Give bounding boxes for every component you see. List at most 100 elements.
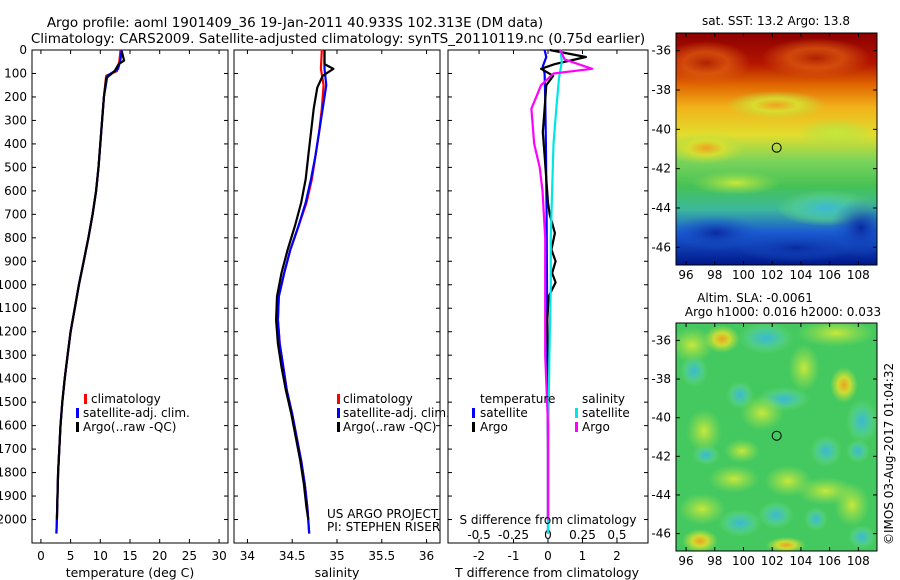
legend-swatch-climatology — [84, 394, 87, 404]
sst-map-lon-label: 100 — [732, 268, 755, 282]
depth-tick-label: 600 — [4, 184, 27, 198]
temperature-x-tick-label: 10 — [93, 549, 108, 563]
difference-s-xlabel: S difference from climatology — [460, 513, 637, 527]
sla-map-lat-label: -46 — [651, 527, 671, 541]
sst-map-lon-label: 104 — [789, 268, 812, 282]
depth-tick-label: 1100 — [0, 301, 27, 315]
legend-swatch-satellite — [337, 408, 340, 418]
sla-map-field — [676, 323, 877, 551]
legend-swatch-argo — [76, 422, 79, 432]
difference-t-tick-label: 1 — [579, 549, 587, 563]
sla-map-lon-label: 106 — [818, 554, 841, 568]
sst-map-lat-label: -42 — [651, 162, 671, 176]
sst-map-ticks: 96 98 100 102 104 106 108 -36 -38 -40 -42 -44 -46 — [651, 33, 877, 282]
sla-map-ticks: 96 98 100 102 104 106 108 -36 -38 -40 -42 -44 -46 — [651, 323, 877, 568]
legend-label-argo: Argo(..raw -QC) — [83, 420, 176, 434]
sla-map-lat-label: -44 — [651, 488, 671, 502]
difference-s-tick-label: 0.25 — [569, 528, 596, 542]
depth-tick-label: 1300 — [0, 348, 27, 362]
depth-tick-label: 1700 — [0, 442, 27, 456]
legend-swatch-s-argo — [575, 422, 578, 432]
depth-tick-label: 500 — [4, 160, 27, 174]
legend-label-argo: Argo(..raw -QC) — [343, 420, 436, 434]
sla-map-lat-label: -38 — [651, 372, 671, 386]
figure-title-line2: Climatology: CARS2009. Satellite-adjuste… — [31, 31, 645, 47]
legend-label-satellite: satellite-adj. clim. — [83, 406, 190, 420]
sst-map-lon-label: 98 — [707, 268, 722, 282]
legend-label-satellite: satellite-adj. clim. — [343, 406, 450, 420]
imos-credit: ©IMOS 03-Aug-2017 01:04:32 — [882, 363, 896, 545]
difference-s-tick-label: -0.5 — [467, 528, 490, 542]
depth-tick-label: 1200 — [0, 325, 27, 339]
salinity-profiles — [275, 49, 335, 534]
difference-t-tick-label: 2 — [613, 549, 621, 563]
temperature-depth-ticks: 0 100 200 300 400 500 600 700 800 900 1000 1100 1200… — [0, 43, 228, 527]
difference-t-tick-label: -1 — [508, 549, 520, 563]
depth-tick-label: 0 — [19, 43, 27, 57]
sst-map-frame — [675, 32, 878, 266]
sst-map-title: sat. SST: 13.2 Argo: 13.8 — [702, 14, 850, 28]
depth-tick-label: 1900 — [0, 489, 27, 503]
difference-t-tick-label: 0 — [544, 549, 552, 563]
salinity-panel: 34 34.5 35 35.5 36 salinity climatology sate… — [233, 49, 450, 580]
sst-map-lat-label: -44 — [651, 201, 671, 215]
legend-swatch-s-satellite — [575, 408, 578, 418]
difference-t-xlabel: T difference from climatology — [454, 565, 640, 580]
sla-map-lat-label: -36 — [651, 333, 671, 347]
argo-position-marker — [771, 430, 782, 441]
difference-panel: -2 -1 0 1 2 -0.5 -0.25 0 0.25 0.5 T difference fr… — [447, 48, 649, 580]
legend-label-t-argo: Argo — [480, 420, 508, 434]
salinity-x-tick-label: 36 — [419, 549, 434, 563]
sla-map-lat-label: -40 — [651, 411, 671, 425]
series-line-difference-2 — [546, 49, 563, 534]
difference-legend: temperature salinity satellite Argo sate… — [472, 392, 630, 434]
sst-map-lat-label: -36 — [651, 44, 671, 58]
sla-map-frame — [675, 322, 878, 552]
difference-s-tick-label: 0 — [544, 528, 552, 542]
temperature-x-tick-label: 0 — [37, 549, 45, 563]
sst-map-lon-label: 106 — [818, 268, 841, 282]
salinity-x-tick-label: 35.5 — [368, 549, 395, 563]
series-line-difference-3 — [530, 49, 594, 520]
sst-map-lat-label: -38 — [651, 83, 671, 97]
argo-position-marker — [771, 142, 782, 153]
depth-tick-label: 400 — [4, 137, 27, 151]
series-line-salinity-2 — [275, 50, 335, 520]
sst-map-panel: sat. SST: 13.2 Argo: 13.8 96 98 100 102 104 1… — [651, 14, 878, 282]
temperature-x-tick-label: 20 — [152, 549, 167, 563]
sst-map-lat-label: -46 — [651, 240, 671, 254]
sla-map-title: Altim. SLA: -0.0061 — [697, 291, 813, 305]
series-line-salinity-1 — [276, 50, 328, 534]
depth-tick-label: 300 — [4, 113, 27, 127]
sla-map-lon-label: 98 — [707, 554, 722, 568]
temperature-profiles — [55, 49, 126, 534]
depth-tick-label: 900 — [4, 254, 27, 268]
temperature-x-ticks: 0 5 10 15 20 25 30 — [37, 50, 227, 563]
salinity-xlabel: salinity — [315, 565, 360, 580]
difference-s-tick-label: -0.25 — [498, 528, 529, 542]
legend-swatch-t-argo — [472, 422, 475, 432]
legend-swatch-t-satellite — [472, 408, 475, 418]
depth-tick-label: 1400 — [0, 372, 27, 386]
depth-tick-label: 1800 — [0, 466, 27, 480]
salinity-ticks: 34 34.5 35 35.5 36 — [234, 49, 440, 563]
temperature-axes-frame — [31, 49, 229, 544]
salinity-x-tick-label: 34 — [240, 549, 255, 563]
sst-map-lon-label: 108 — [847, 268, 870, 282]
project-name: US ARGO PROJECT — [327, 507, 439, 521]
legend-title-salinity: salinity — [582, 392, 625, 406]
difference-t-tick-label: -2 — [473, 549, 485, 563]
salinity-x-tick-label: 34.5 — [279, 549, 306, 563]
sla-map-lon-label: 108 — [847, 554, 870, 568]
difference-s-tick-label: 0.5 — [607, 528, 626, 542]
sst-map-field — [676, 33, 877, 265]
series-line-temperature-0 — [55, 49, 122, 534]
figure-title-line1: Argo profile: aoml 1901409_36 19-Jan-201… — [47, 15, 543, 31]
depth-tick-label: 800 — [4, 231, 27, 245]
legend-label-t-satellite: satellite — [480, 406, 528, 420]
sla-map-lon-label: 104 — [789, 554, 812, 568]
temperature-x-tick-label: 5 — [67, 549, 75, 563]
depth-tick-label: 700 — [4, 207, 27, 221]
legend-title-temperature: temperature — [480, 392, 555, 406]
